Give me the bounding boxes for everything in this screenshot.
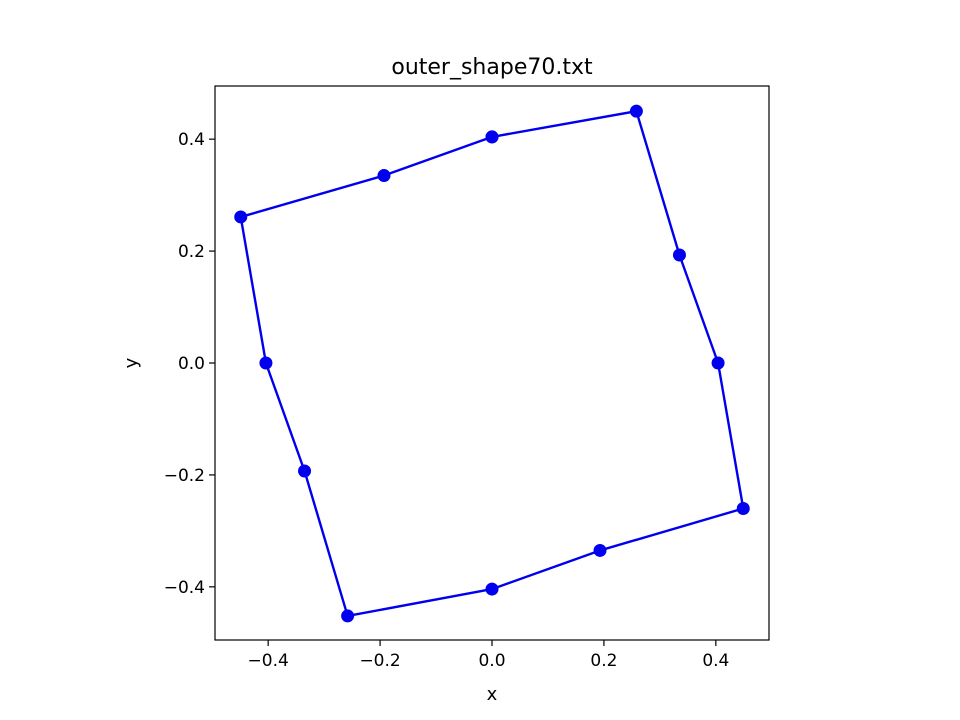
data-point — [485, 130, 499, 144]
series-group — [234, 104, 750, 623]
x-tick-label: 0.0 — [478, 651, 505, 671]
data-point — [711, 356, 725, 370]
y-axis-ticks: −0.4 −0.2 0.0 0.2 0.4 — [164, 130, 215, 598]
data-point — [234, 210, 248, 224]
data-point — [298, 464, 312, 478]
y-tick-label: −0.2 — [164, 466, 205, 486]
y-axis-label: y — [121, 357, 142, 368]
chart-title: outer_shape70.txt — [391, 55, 593, 80]
x-axis-label: x — [487, 684, 498, 705]
x-tick-label: −0.4 — [248, 651, 289, 671]
y-tick-label: −0.4 — [164, 578, 205, 598]
y-tick-label: 0.4 — [178, 130, 205, 150]
data-point — [593, 543, 607, 557]
y-tick-label: 0.0 — [178, 354, 205, 374]
series-line — [239, 109, 745, 618]
data-point — [485, 582, 499, 596]
data-point — [259, 356, 273, 370]
x-tick-label: 0.2 — [590, 651, 617, 671]
data-point — [377, 169, 391, 183]
data-point — [736, 501, 750, 515]
y-tick-label: 0.2 — [178, 242, 205, 262]
x-tick-label: −0.2 — [359, 651, 400, 671]
x-axis-ticks: −0.4 −0.2 0.0 0.2 0.4 — [248, 640, 729, 671]
plot-frame — [214, 85, 770, 641]
data-point — [672, 248, 686, 262]
x-tick-label: 0.4 — [702, 651, 729, 671]
data-point — [341, 609, 355, 623]
data-point — [629, 104, 643, 118]
